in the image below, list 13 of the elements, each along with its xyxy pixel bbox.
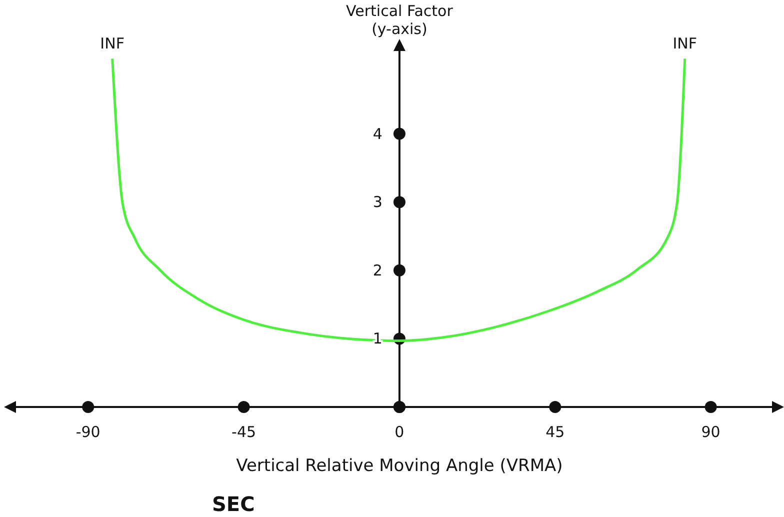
annotation: INF [100, 34, 124, 53]
y-tick-label: 4 [372, 124, 382, 143]
y-tick-label: 3 [372, 193, 382, 212]
x-tick-label: -90 [76, 423, 100, 441]
x-tick-label: -45 [232, 423, 256, 441]
y-axis-title: Vertical Factor (y-axis) [346, 2, 454, 38]
y-tick-label: 2 [372, 261, 382, 280]
x-tick-label: 0 [394, 423, 404, 441]
x-tick-label: 90 [701, 423, 720, 441]
x-axis-title: Vertical Relative Moving Angle (VRMA) [236, 456, 563, 476]
annotation: INF [672, 34, 698, 53]
text: SEC [212, 492, 255, 516]
x-tick-label: 45 [546, 423, 565, 441]
